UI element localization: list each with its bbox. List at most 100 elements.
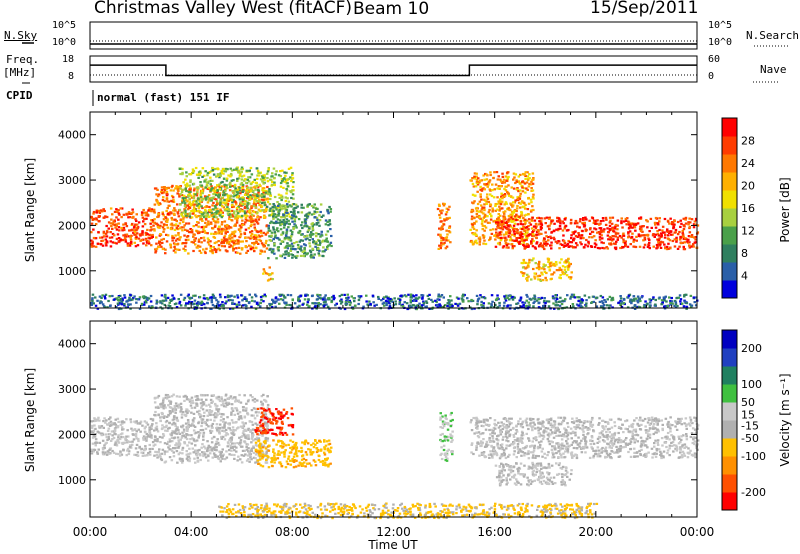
power-cell [401,303,404,306]
power-cell [238,303,241,307]
power-cell [315,302,319,305]
power-cell [535,230,539,234]
power-cell [92,245,95,248]
power-cell [211,303,215,307]
power-cell [555,269,559,272]
power-cell [461,300,465,303]
power-cell [617,301,621,304]
power-cell [204,225,208,228]
power-cell [628,300,632,303]
power-cell [685,293,688,296]
power-cell [322,301,326,304]
power-cell [245,299,248,302]
power-cell [516,229,519,232]
power-cell [511,295,514,299]
velocity-cell [128,446,132,449]
power-cell [681,302,684,305]
power-cell [507,230,510,234]
power-cell [262,191,266,194]
power-cell [437,233,440,236]
power-cell [458,302,462,305]
power-cell [690,304,694,307]
power-cell [109,231,112,234]
power-cell [182,211,185,214]
power-cell [679,298,683,301]
power-cell [534,226,538,230]
power-cell [187,203,191,206]
power-cell [449,295,452,298]
power-cell [594,239,597,242]
power-cell [512,230,516,233]
power-cell [267,229,271,232]
power-cell [161,198,165,202]
power-cell [489,189,492,192]
power-cell [174,234,177,237]
power-cell [469,179,472,182]
velocity-region [153,393,270,464]
velocity-cell [151,418,155,421]
power-cell [194,166,198,170]
power-cell [303,298,307,301]
power-cell [250,223,253,226]
power-cell [558,261,562,264]
power-cell [679,300,682,303]
power-cell [517,175,521,178]
power-cell [317,302,320,305]
power-cell [528,221,531,224]
power-cell [539,244,542,247]
freq-label-line1: Freq. [6,53,40,66]
power-cell [496,217,499,221]
power-cell [569,276,573,279]
velocity-cell [118,437,122,441]
power-cell [533,272,536,275]
power-cell [223,192,227,195]
power-cell [659,243,662,246]
power-cell [232,205,236,208]
velocity-cell [136,454,140,457]
power-cell [288,204,292,207]
power-cell [569,277,572,280]
power-cell [634,245,638,249]
power-cell [403,294,407,297]
power-cell [557,307,561,310]
velocity-cell [114,440,118,443]
power-cell [482,198,486,201]
power-cell [101,294,104,297]
power-cell [394,303,398,306]
power-cell [160,189,164,192]
power-cell [220,232,223,235]
power-cell [536,217,539,220]
velocity-cell [202,438,205,441]
power-cell [185,214,188,217]
power-cell [601,246,604,250]
power-cell [244,178,247,181]
power-cell [230,199,233,202]
power-cell [255,167,259,170]
power-cell [499,203,503,206]
power-cell [682,217,685,220]
power-cell [227,199,230,202]
power-cell [232,210,236,213]
power-cell [482,242,485,245]
power-cell [310,204,314,207]
power-cell [187,293,190,296]
power-cell [603,247,606,250]
power-cell [96,242,100,245]
velocity-cell [112,430,115,433]
power-cell [546,236,550,239]
power-cell [409,293,413,296]
power-cell [615,240,618,243]
power-cell [218,249,222,252]
power-cell [131,211,135,214]
power-cell [627,227,631,230]
power-cell [611,298,615,301]
power-cell [525,238,528,241]
power-cell [527,265,530,268]
power-cell [502,215,505,218]
power-cell [228,210,232,213]
nave-tick-top: 60 [708,54,721,65]
power-cell [669,233,673,236]
power-cell [189,180,192,184]
power-cell [290,235,293,238]
velocity-cell [145,432,149,436]
